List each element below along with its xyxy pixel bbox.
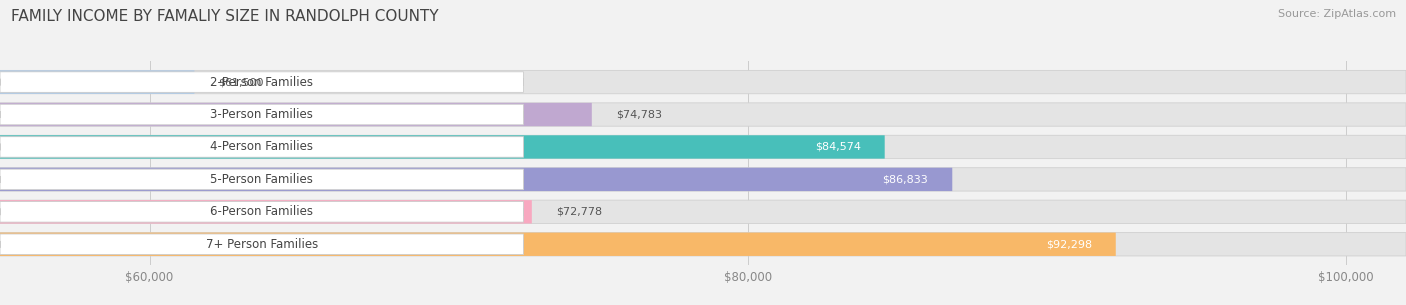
FancyBboxPatch shape	[0, 103, 592, 126]
Text: Source: ZipAtlas.com: Source: ZipAtlas.com	[1278, 9, 1396, 19]
FancyBboxPatch shape	[0, 137, 523, 157]
FancyBboxPatch shape	[0, 233, 1406, 256]
FancyBboxPatch shape	[0, 70, 194, 94]
FancyBboxPatch shape	[0, 168, 952, 191]
FancyBboxPatch shape	[0, 233, 1116, 256]
FancyBboxPatch shape	[0, 200, 1406, 224]
Text: $61,500: $61,500	[218, 77, 264, 87]
FancyBboxPatch shape	[0, 168, 1406, 191]
Text: 3-Person Families: 3-Person Families	[211, 108, 314, 121]
Text: $74,783: $74,783	[616, 109, 662, 120]
FancyBboxPatch shape	[0, 135, 1406, 159]
FancyBboxPatch shape	[0, 103, 1406, 126]
FancyBboxPatch shape	[0, 135, 884, 159]
Text: 2-Person Families: 2-Person Families	[211, 76, 314, 88]
Text: 4-Person Families: 4-Person Families	[211, 141, 314, 153]
Text: 5-Person Families: 5-Person Families	[211, 173, 314, 186]
FancyBboxPatch shape	[0, 72, 523, 92]
FancyBboxPatch shape	[0, 200, 531, 224]
Text: $86,833: $86,833	[883, 174, 928, 185]
FancyBboxPatch shape	[0, 104, 523, 125]
FancyBboxPatch shape	[0, 70, 1406, 94]
Text: 6-Person Families: 6-Person Families	[211, 205, 314, 218]
FancyBboxPatch shape	[0, 202, 523, 222]
Text: $84,574: $84,574	[814, 142, 860, 152]
Text: FAMILY INCOME BY FAMALIY SIZE IN RANDOLPH COUNTY: FAMILY INCOME BY FAMALIY SIZE IN RANDOLP…	[11, 9, 439, 24]
FancyBboxPatch shape	[0, 234, 523, 255]
Text: 7+ Person Families: 7+ Person Families	[205, 238, 318, 251]
FancyBboxPatch shape	[0, 169, 523, 190]
Text: $92,298: $92,298	[1046, 239, 1092, 249]
Text: $72,778: $72,778	[555, 207, 602, 217]
